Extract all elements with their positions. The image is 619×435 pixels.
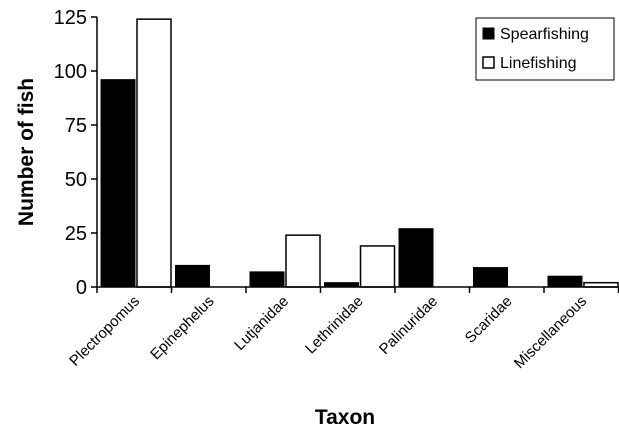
y-axis-ticks: 0 25 50 75 100 125 <box>54 7 98 299</box>
legend-box <box>475 17 615 81</box>
x-tick-label: Lutjanidae <box>231 293 292 354</box>
legend-label-spearfishing: Spearfishing <box>500 26 589 43</box>
bar-linefishing-plectropomus <box>136 18 172 288</box>
x-tick-label: Lethrinidae <box>302 293 367 358</box>
legend-swatch-spearfishing <box>482 27 495 40</box>
legend-label-linefishing: Linefishing <box>500 55 577 72</box>
y-tick-label: 125 <box>54 7 87 29</box>
x-tick-label: Scaridae <box>462 293 516 347</box>
x-tick-label: Palinuridae <box>376 293 441 358</box>
bar-spearfishing-scaridae <box>473 267 508 288</box>
bar-spearfishing-lutjanidae <box>249 271 285 288</box>
bar-linefishing-lutjanidae <box>285 234 321 288</box>
y-tick-label: 100 <box>54 61 87 83</box>
x-axis-tick-labels: Plectropomus Epinephelus Lutjanidae Lethrin… <box>66 293 590 372</box>
y-tick-label: 75 <box>65 115 87 137</box>
y-axis-title: Number of fish <box>15 78 38 226</box>
bar-spearfishing-plectropomus <box>100 79 136 288</box>
x-tick-label: Epinephelus <box>147 293 217 363</box>
x-axis <box>96 286 619 293</box>
bar-spearfishing-miscellaneous <box>547 275 583 288</box>
y-tick-label: 25 <box>65 223 87 245</box>
legend: Spearfishing Linefishing <box>475 17 615 81</box>
bar-linefishing-lethrinidae <box>359 245 396 288</box>
x-tick-label: Miscellaneous <box>511 293 590 372</box>
bar-spearfishing-palinuridae <box>398 228 434 288</box>
x-tick-label: Plectropomus <box>66 293 143 370</box>
bar-spearfishing-epinephelus <box>175 264 210 288</box>
x-axis-title: Taxon <box>315 406 375 429</box>
y-tick-label: 50 <box>65 169 87 191</box>
legend-swatch-linefishing <box>482 56 495 69</box>
bars <box>100 18 619 288</box>
y-tick-label: 0 <box>76 277 87 299</box>
